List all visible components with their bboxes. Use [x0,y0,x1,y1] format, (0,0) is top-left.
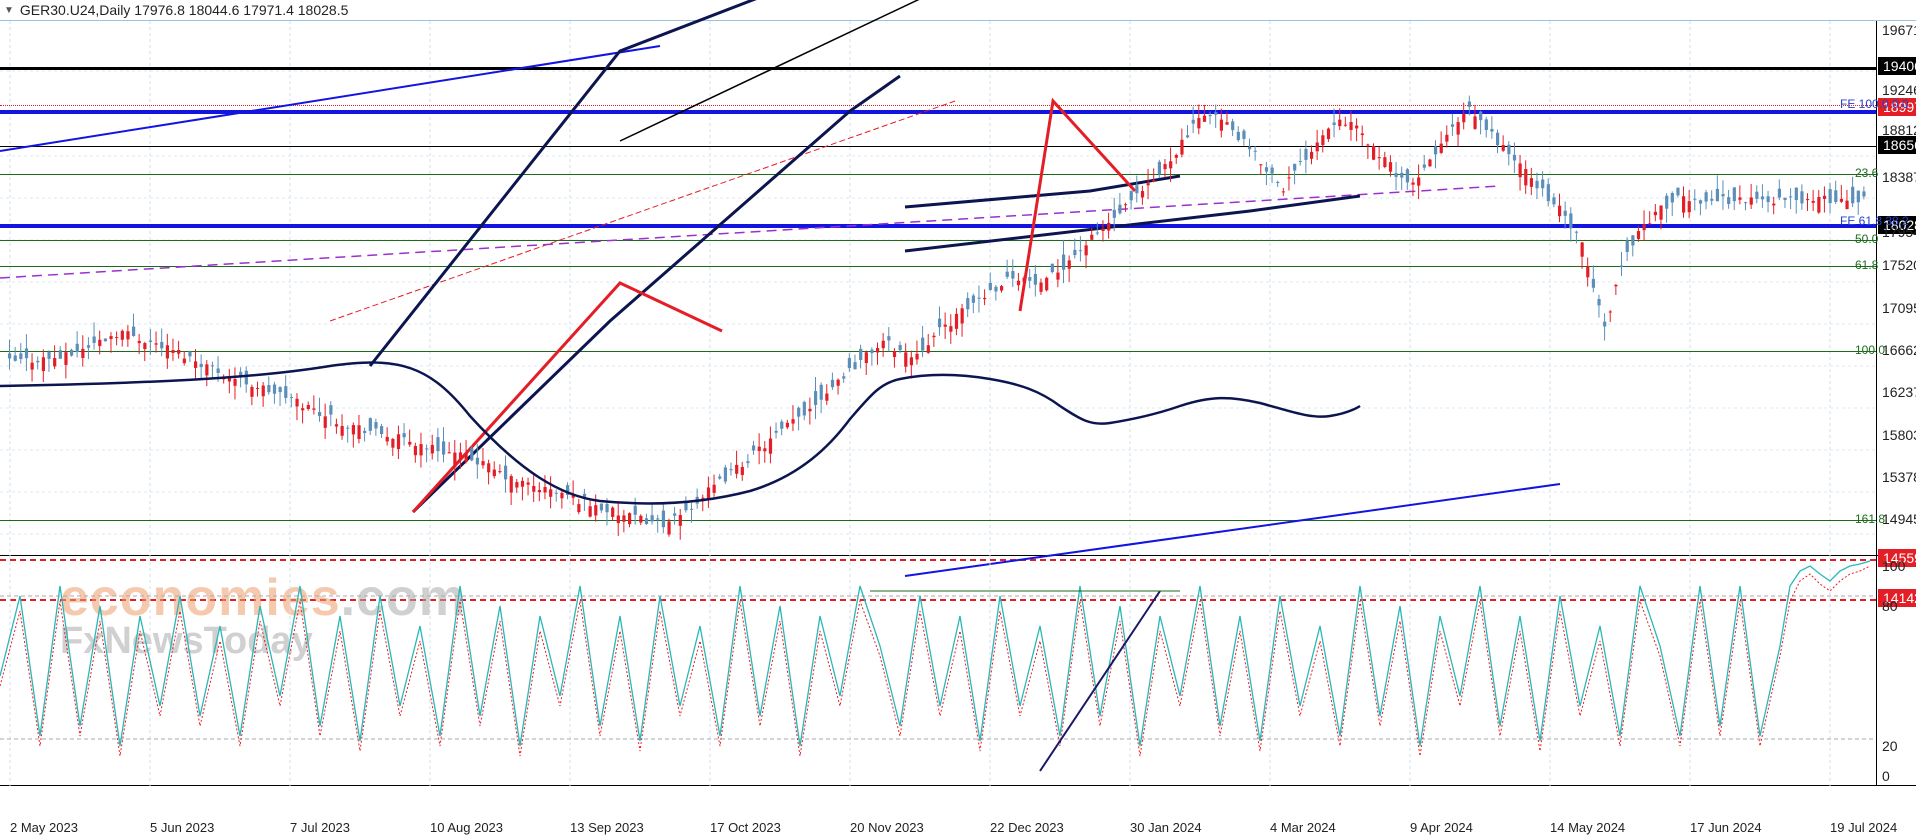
moving-average-line [0,363,1360,504]
symbol-title-bar: ▼ GER30.U24,Daily 17976.8 18044.6 17971.… [4,2,348,18]
date-axis-label: 4 Mar 2024 [1270,820,1336,835]
fib-extension-label: FE 100.0 0.0 [1840,97,1909,111]
date-axis-label: 22 Dec 2023 [990,820,1064,835]
price-ytick-label: 16237.0 [1882,384,1916,400]
price-ytick-label: 18387.5 [1882,169,1916,185]
price-ytick-label: 19246.0 [1882,82,1916,98]
stoch-ytick-label: 0 [1882,768,1890,784]
stochastic-d-line [0,566,1870,756]
date-axis-label: 17 Oct 2023 [710,820,781,835]
fib-retracement-label: 161.8 [1855,512,1885,526]
stoch-ytick-label: 80 [1882,598,1898,614]
fib-retracement-label: 61.8 [1855,258,1878,272]
date-axis-label: 7 Jul 2023 [290,820,350,835]
price-chart-panel[interactable] [0,20,1916,556]
date-axis-label: 14 May 2024 [1550,820,1625,835]
price-ytick-label: 15378.5 [1882,469,1916,485]
price-ytick-label: 18656.9 [1878,136,1916,154]
moving-average-svg [0,21,1916,557]
date-axis-label: 2 May 2023 [10,820,78,835]
chart-root: ▼ GER30.U24,Daily 17976.8 18044.6 17971.… [0,0,1916,840]
symbol-title: GER30.U24,Daily 17976.8 18044.6 17971.4 … [20,2,348,18]
price-ytick-label: 14945.0 [1882,511,1916,527]
price-ytick-label: 17520.5 [1882,257,1916,273]
price-ytick-label: 17095.5 [1882,300,1916,316]
fib-retracement-label: 50.0 [1855,232,1878,246]
fib-retracement-label: 100.0 [1855,343,1885,357]
stochastic-lines-svg [0,556,1876,786]
collapse-caret-icon[interactable]: ▼ [4,5,14,16]
date-axis-label: 19 Jul 2024 [1830,820,1897,835]
date-axis-label: 17 Jun 2024 [1690,820,1762,835]
date-axis-label: 20 Nov 2023 [850,820,924,835]
date-axis-label: 13 Sep 2023 [570,820,644,835]
fib-extension-label: FE 61.8 38.2 [1840,214,1909,228]
date-axis-label: 9 Apr 2024 [1410,820,1473,835]
price-ytick-label: 16662.0 [1882,342,1916,358]
stochastic-panel[interactable]: Stoch(5,3,3) 96.1890 92.4392 [0,556,1916,786]
fib-retracement-label: 23.6 [1855,166,1878,180]
date-axis-label: 30 Jan 2024 [1130,820,1202,835]
date-axis-label: 5 Jun 2023 [150,820,214,835]
stochastic-k-line [0,561,1870,746]
price-ytick-label: 19406.7 [1878,57,1916,75]
stoch-ytick-label: 100 [1882,558,1905,574]
price-ytick-label: 15803.5 [1882,427,1916,443]
stoch-ytick-label: 20 [1882,738,1898,754]
date-axis-label: 10 Aug 2023 [430,820,503,835]
